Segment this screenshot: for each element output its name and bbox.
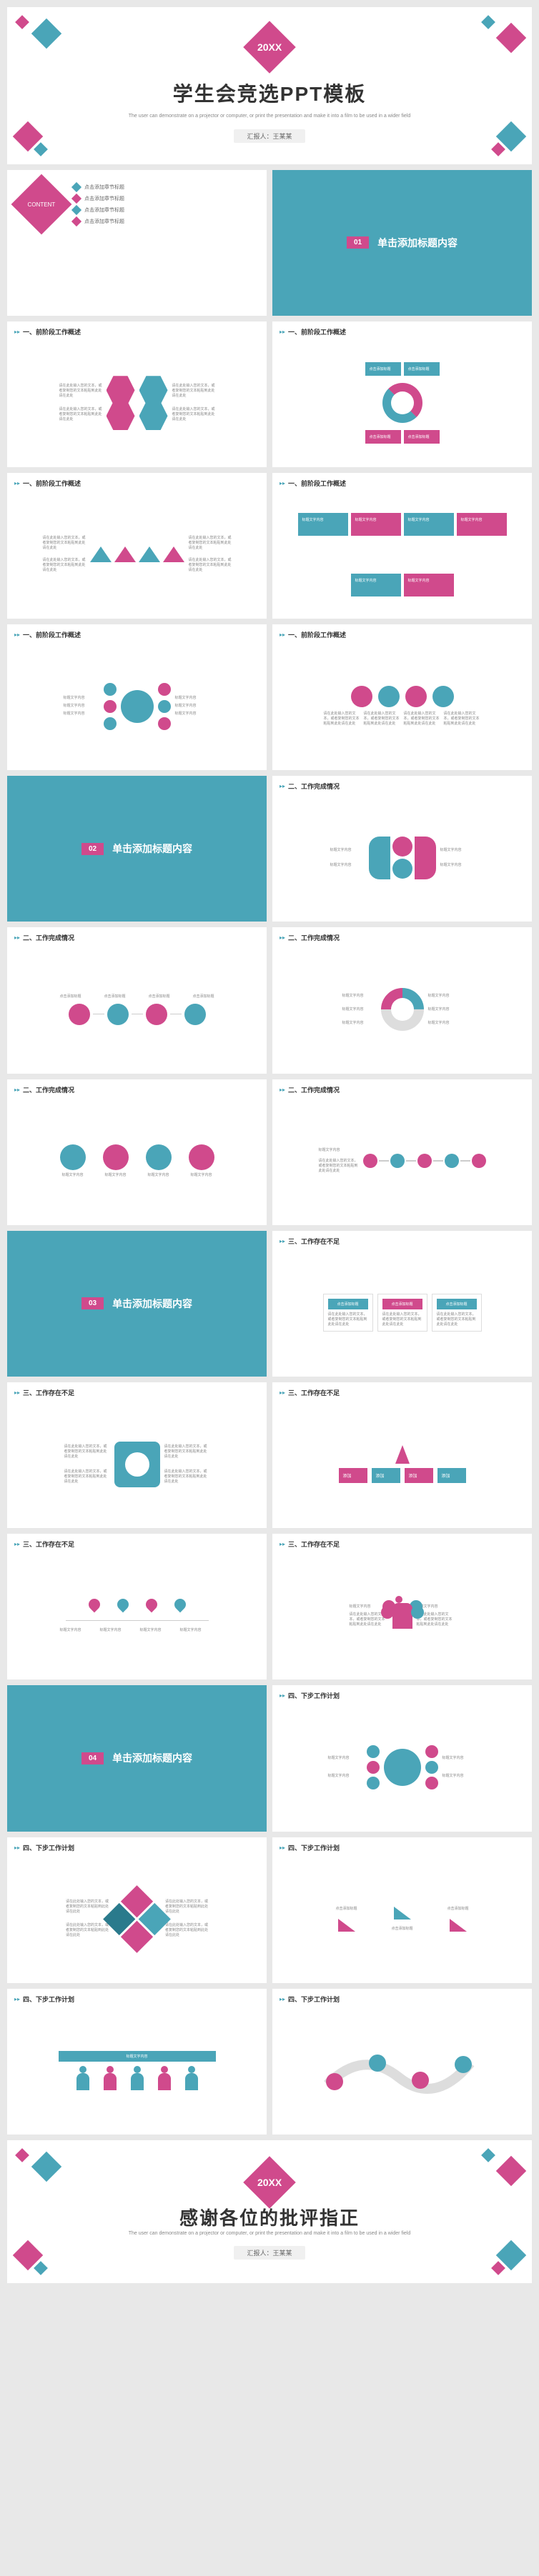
slide-h1-boxes: ▸▸一、前阶段工作概述 标题文字内容 标题文字内容 标题文字内容 标题文字内容 … bbox=[272, 473, 532, 619]
slide-h1-flow: ▸▸一、前阶段工作概述 标题文字内容标题文字内容标题文字内容 标题文字内容标题文… bbox=[7, 624, 267, 770]
slide-h1-circle: ▸▸一、前阶段工作概述 点击添加标题点击添加标题 点击添加标题点击添加标题 bbox=[272, 321, 532, 467]
slide-h2-a: ▸▸二、工作完成情况 标题文字内容标题文字内容 标题文字内容标题文字内容 bbox=[272, 776, 532, 922]
subtitle: The user can demonstrate on a projector … bbox=[129, 113, 411, 121]
person-icon bbox=[131, 2073, 144, 2090]
year-badge: 20XX bbox=[243, 21, 296, 74]
slide-h1-pills: ▸▸一、前阶段工作概述 请在此处输入您的文本，或者复制您的文本粘贴到此处请在此处… bbox=[272, 624, 532, 770]
toc-slide: CONTENT 点击添加章节标题 点击添加章节标题 点击添加章节标题 点击添加章… bbox=[7, 170, 267, 316]
main-title: 学生会竞选PPT模板 bbox=[173, 79, 366, 107]
subtitle: The user can demonstrate on a projector … bbox=[129, 2230, 411, 2238]
pin-icon bbox=[143, 1596, 159, 1612]
slide-h2-c: ▸▸二、工作完成情况 标题文字内容标题文字内容标题文字内容 标题文字内容标题文字… bbox=[272, 927, 532, 1073]
person-icon bbox=[185, 2073, 198, 2090]
paper-plane-icon bbox=[338, 1919, 355, 1932]
slide-h4-planes: ▸▸四、下步工作计划 点击添加标题 点击添加标题 点击添加标题 bbox=[272, 1837, 532, 1983]
reporter: 汇报人：王某某 bbox=[234, 2246, 305, 2260]
slide-h3-b: ▸▸三、工作存在不足 请在此处输入您的文本，或者复制您的文本粘贴到此处请在此处请… bbox=[7, 1382, 267, 1528]
title-slide: 20XX 学生会竞选PPT模板 The user can demonstrate… bbox=[7, 7, 532, 164]
section-04: 04 单击添加标题内容 bbox=[7, 1685, 267, 1831]
slide-h2-e: ▸▸二、工作完成情况 标题文字内容请在此处输入您的文本，或者复制您的文本粘贴到此… bbox=[272, 1079, 532, 1225]
slide-h3-rocket: ▸▸三、工作存在不足 添加添加添加添加 bbox=[272, 1382, 532, 1528]
slide-h4-squares: ▸▸四、下步工作计划 请在此处输入您的文本，或者复制您的文本粘贴到此处请在此处请… bbox=[7, 1837, 267, 1983]
person-icon bbox=[104, 2073, 117, 2090]
paper-plane-icon bbox=[450, 1919, 467, 1932]
slide-h1-arrows: ▸▸一、前阶段工作概述 请在此处输入您的文本，或者复制您的文本粘贴到此处请在此处… bbox=[7, 473, 267, 619]
section-02: 02 单击添加标题内容 bbox=[7, 776, 267, 922]
slide-h2-b: ▸▸二、工作完成情况 点击添加标题点击添加标题点击添加标题点击添加标题 bbox=[7, 927, 267, 1073]
slide-h4-a: ▸▸四、下步工作计划 标题文字内容标题文字内容 标题文字内容标题文字内容 bbox=[272, 1685, 532, 1831]
end-slide: 20XX 感谢各位的批评指正 The user can demonstrate … bbox=[7, 2140, 532, 2283]
pin-icon bbox=[86, 1596, 102, 1612]
section-01: 01 单击添加标题内容 bbox=[272, 170, 532, 316]
slide-h4-people: ▸▸四、下步工作计划 标题文字内容 bbox=[7, 1989, 267, 2135]
content-diamond: CONTENT bbox=[11, 174, 72, 234]
slide-h4-path: ▸▸四、下步工作计划 bbox=[272, 1989, 532, 2135]
slide-h2-d: ▸▸二、工作完成情况 标题文字内容 标题文字内容 标题文字内容 标题文字内容 bbox=[7, 1079, 267, 1225]
reporter: 汇报人：王某某 bbox=[234, 129, 305, 143]
slide-h3-a: ▸▸三、工作存在不足 点击添加标题请在此处输入您的文本，或者复制您的文本粘贴到此… bbox=[272, 1231, 532, 1377]
person-icon bbox=[76, 2073, 89, 2090]
rocket-icon bbox=[395, 1445, 410, 1464]
slide-h1-hex: ▸▸一、前阶段工作概述 请在此处输入您的文本，或者复制您的文本粘贴到此处请在此处… bbox=[7, 321, 267, 467]
slide-h3-pins: ▸▸三、工作存在不足 标题文字内容标题文字内容标题文字内容标题文字内容 bbox=[7, 1534, 267, 1679]
paper-plane-icon bbox=[394, 1907, 411, 1919]
section-03: 03 单击添加标题内容 bbox=[7, 1231, 267, 1377]
pin-icon bbox=[114, 1596, 131, 1612]
year-badge: 20XX bbox=[243, 2156, 296, 2209]
person-icon bbox=[158, 2073, 171, 2090]
pin-icon bbox=[172, 1596, 188, 1612]
slide-h3-person: ▸▸三、工作存在不足 标题文字内容请在此处输入您的文本，或者复制您的文本粘贴到此… bbox=[272, 1534, 532, 1679]
path-diagram bbox=[320, 2042, 485, 2099]
